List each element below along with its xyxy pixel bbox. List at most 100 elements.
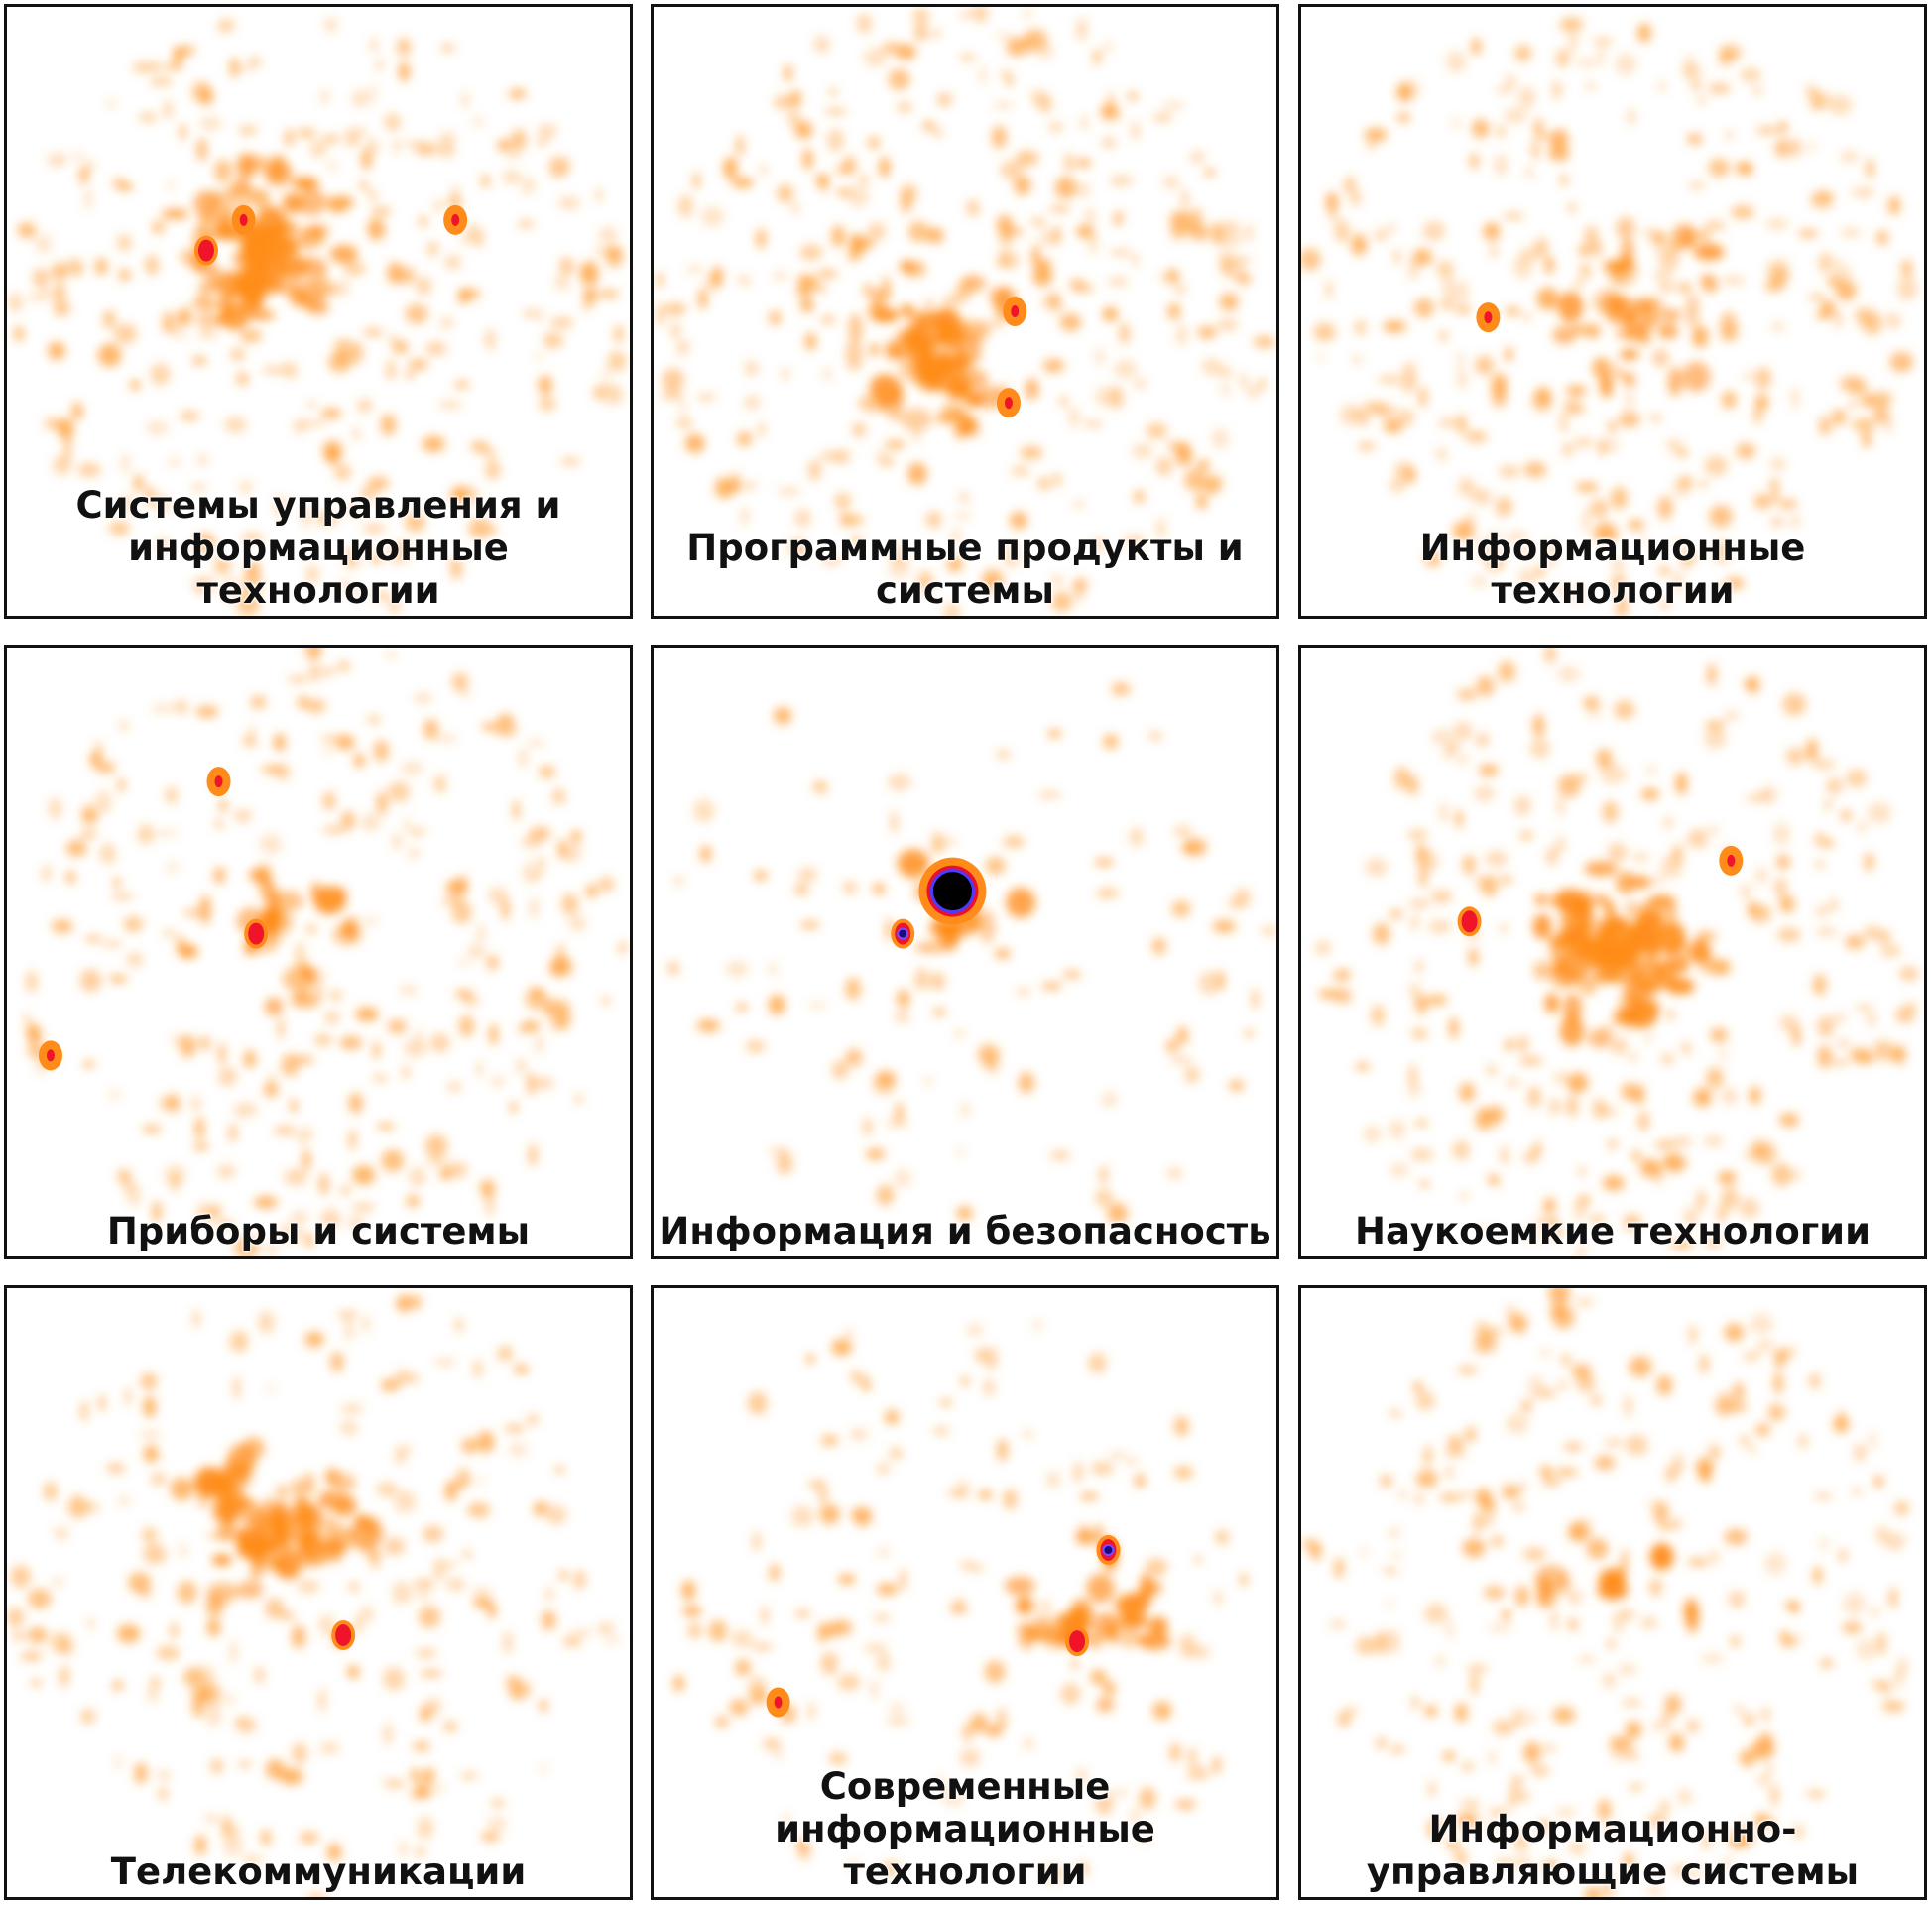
blob bbox=[307, 1333, 325, 1345]
blob bbox=[446, 1082, 462, 1092]
blob bbox=[1354, 319, 1367, 336]
blob bbox=[124, 1387, 132, 1407]
blob bbox=[1598, 438, 1607, 456]
blob bbox=[1499, 465, 1520, 478]
blob bbox=[65, 840, 87, 857]
blob bbox=[416, 1846, 424, 1857]
blob bbox=[1568, 31, 1578, 53]
blob bbox=[1764, 1552, 1786, 1575]
blob bbox=[1672, 1518, 1681, 1530]
blob bbox=[404, 1038, 427, 1058]
blob bbox=[1706, 1067, 1724, 1089]
blob bbox=[1037, 477, 1050, 491]
blob bbox=[1578, 1166, 1586, 1177]
blob bbox=[906, 462, 927, 486]
blob bbox=[278, 1016, 285, 1040]
blob bbox=[460, 689, 471, 698]
blob bbox=[1505, 539, 1512, 547]
blob bbox=[405, 303, 428, 324]
blob bbox=[776, 1151, 793, 1175]
blob bbox=[1502, 213, 1524, 220]
blob bbox=[279, 1768, 303, 1785]
blob bbox=[473, 1359, 482, 1378]
blob bbox=[1615, 871, 1636, 894]
blob bbox=[116, 777, 126, 792]
blob bbox=[1475, 1320, 1490, 1343]
blob bbox=[1532, 961, 1552, 981]
density-map bbox=[1302, 1288, 1909, 1897]
blob bbox=[686, 265, 703, 273]
blob bbox=[1509, 1313, 1528, 1334]
blob bbox=[1681, 550, 1697, 562]
blob bbox=[1896, 276, 1918, 300]
blob bbox=[1527, 1086, 1541, 1108]
blob bbox=[800, 298, 814, 313]
blob bbox=[602, 383, 612, 391]
blob bbox=[121, 453, 129, 473]
blob bbox=[1665, 900, 1677, 922]
blob bbox=[1457, 1365, 1479, 1374]
blob bbox=[1013, 176, 1031, 194]
blob bbox=[1833, 309, 1843, 328]
blob bbox=[559, 1569, 567, 1582]
blob bbox=[585, 884, 598, 898]
blob bbox=[296, 128, 317, 138]
blob bbox=[1016, 1596, 1033, 1615]
blob bbox=[156, 1645, 181, 1661]
blob bbox=[960, 1101, 970, 1119]
blob bbox=[437, 132, 457, 143]
blob bbox=[1682, 229, 1696, 249]
label-line: Современные bbox=[819, 1765, 1111, 1808]
blob bbox=[948, 370, 970, 400]
blob bbox=[1740, 1436, 1750, 1444]
blob bbox=[1491, 387, 1508, 408]
blob bbox=[984, 1346, 998, 1370]
blob bbox=[1808, 294, 1826, 301]
blob bbox=[1155, 457, 1172, 477]
blob bbox=[955, 352, 969, 372]
blob bbox=[1728, 1831, 1751, 1848]
blob bbox=[795, 287, 811, 299]
blob bbox=[1439, 298, 1455, 311]
blob bbox=[486, 954, 499, 971]
blob bbox=[1506, 1413, 1529, 1434]
blob bbox=[881, 1861, 901, 1876]
blob bbox=[1139, 1787, 1156, 1810]
blob bbox=[907, 220, 929, 243]
blob bbox=[534, 1501, 548, 1513]
blob bbox=[222, 1837, 244, 1856]
panel-label: Информационно-управляющие системы bbox=[1301, 1808, 1924, 1893]
blob bbox=[1864, 925, 1880, 940]
blob bbox=[596, 1623, 615, 1633]
blob bbox=[415, 276, 432, 296]
blob bbox=[1175, 323, 1188, 346]
blob bbox=[1712, 541, 1732, 562]
blob bbox=[819, 173, 828, 193]
blob bbox=[1667, 366, 1682, 397]
blob bbox=[939, 1399, 953, 1406]
blob bbox=[984, 1053, 1000, 1075]
blob bbox=[1333, 1557, 1345, 1579]
blob bbox=[799, 921, 820, 929]
blob bbox=[1451, 118, 1460, 128]
blob bbox=[1258, 378, 1267, 388]
blob bbox=[1754, 867, 1768, 885]
blob bbox=[1630, 1053, 1637, 1062]
blob bbox=[1024, 1736, 1033, 1751]
blob bbox=[831, 1338, 853, 1356]
hotspot bbox=[1484, 311, 1493, 324]
blob bbox=[1449, 1016, 1459, 1039]
blob bbox=[817, 1622, 828, 1644]
blob bbox=[1413, 298, 1435, 318]
blob bbox=[959, 54, 976, 61]
blob bbox=[1823, 839, 1835, 848]
blob bbox=[1332, 970, 1351, 983]
blob bbox=[1462, 854, 1476, 875]
blob bbox=[1703, 827, 1720, 834]
blob bbox=[656, 272, 664, 288]
blob bbox=[245, 560, 260, 577]
blob bbox=[1102, 1680, 1116, 1696]
blob bbox=[1134, 1473, 1147, 1489]
blob bbox=[322, 791, 336, 811]
blob bbox=[1547, 145, 1570, 162]
